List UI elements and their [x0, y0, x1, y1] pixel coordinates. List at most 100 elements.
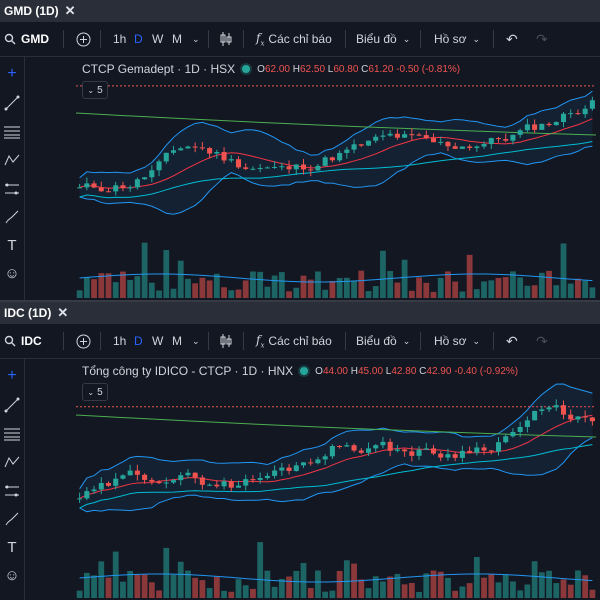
- text-icon[interactable]: T: [7, 538, 17, 556]
- indicator-count: 5: [97, 84, 103, 96]
- candle-body: [546, 407, 552, 410]
- volume-bar: [257, 271, 264, 298]
- interval-w[interactable]: W: [152, 334, 164, 348]
- interval-1h[interactable]: 1h: [113, 334, 127, 348]
- emoji-icon[interactable]: ☺: [4, 566, 20, 584]
- projection-icon[interactable]: [2, 179, 22, 199]
- volume-bar: [112, 282, 119, 298]
- volume-bar: [91, 575, 97, 598]
- price-chart: [75, 85, 597, 298]
- candle-body: [539, 123, 545, 130]
- projection-icon[interactable]: [2, 481, 22, 501]
- profile-button[interactable]: Hồ sơ ⌄: [434, 324, 480, 358]
- pattern-icon[interactable]: [2, 452, 22, 472]
- redo-icon[interactable]: ↷: [536, 332, 548, 349]
- candle-body: [524, 420, 530, 428]
- chart-area[interactable]: [33, 359, 600, 600]
- ma-mid-line: [79, 141, 593, 199]
- candle-body: [221, 481, 227, 487]
- undo-icon[interactable]: ↶: [506, 332, 518, 349]
- volume-bar: [567, 584, 574, 598]
- indicators-collapse-button[interactable]: ⌄ 5: [82, 383, 108, 401]
- fib-retracement-icon[interactable]: [2, 122, 22, 142]
- interval-d[interactable]: D: [134, 32, 143, 46]
- volume-bar: [134, 276, 141, 298]
- volume-bar: [546, 570, 552, 598]
- volume-bar: [430, 570, 437, 598]
- candle-body: [532, 410, 538, 421]
- profile-button[interactable]: Hồ sơ ⌄: [434, 22, 480, 56]
- chevron-down-icon[interactable]: ⌄: [192, 33, 200, 44]
- chevron-down-icon: ⌄: [87, 387, 95, 397]
- tab-gmd[interactable]: GMD (1D) ✕: [0, 0, 82, 22]
- close-icon[interactable]: ✕: [64, 3, 76, 18]
- volume-bar: [185, 570, 191, 598]
- indicators-collapse-button[interactable]: ⌄ 5: [82, 81, 108, 99]
- interval-m[interactable]: M: [172, 334, 182, 348]
- volume-bar: [315, 271, 321, 298]
- pattern-icon[interactable]: [2, 150, 22, 170]
- candles-button[interactable]: [218, 22, 234, 56]
- candles-button[interactable]: [218, 324, 234, 358]
- volume-bar: [423, 573, 430, 598]
- indicators-button[interactable]: fx Các chỉ báo: [256, 324, 332, 358]
- crosshair-icon[interactable]: +: [7, 367, 17, 384]
- candle-body: [589, 100, 595, 109]
- volume-bar: [264, 570, 271, 598]
- tab-label: GMD (1D): [4, 4, 59, 18]
- brush-icon[interactable]: [2, 509, 22, 529]
- crosshair-icon[interactable]: +: [7, 65, 17, 82]
- chevron-down-icon[interactable]: ⌄: [192, 335, 200, 346]
- volume-bar: [242, 585, 249, 598]
- brush-icon[interactable]: [2, 207, 22, 227]
- symbol-search[interactable]: IDC: [4, 324, 42, 358]
- volume-bar: [199, 277, 206, 298]
- tab-idc[interactable]: IDC (1D) ✕: [0, 302, 74, 324]
- emoji-icon[interactable]: ☺: [4, 264, 20, 282]
- undo-icon[interactable]: ↶: [506, 30, 518, 47]
- close-icon[interactable]: ✕: [57, 305, 69, 320]
- volume-bar: [560, 243, 567, 298]
- interval-m[interactable]: M: [172, 32, 182, 46]
- volume-ma-line: [79, 273, 593, 283]
- interval-1h[interactable]: 1h: [113, 32, 127, 46]
- divider: [345, 332, 346, 350]
- volume-bar: [278, 578, 285, 598]
- search-icon: [4, 335, 16, 347]
- symbol-search[interactable]: GMD: [4, 22, 49, 56]
- interval-w[interactable]: W: [152, 32, 164, 46]
- trend-line-icon[interactable]: [2, 93, 22, 113]
- candle-body: [394, 133, 400, 138]
- candle-body: [185, 146, 191, 149]
- candle-body: [546, 123, 552, 126]
- chart-area[interactable]: [33, 57, 600, 300]
- function-icon: fx: [256, 30, 265, 48]
- redo-icon[interactable]: ↷: [536, 30, 548, 47]
- panel-divider[interactable]: [0, 300, 600, 302]
- candle-body: [228, 481, 234, 488]
- volume-bar: [170, 288, 177, 298]
- candle-body: [329, 157, 335, 161]
- volume-bar: [271, 275, 278, 298]
- volume-bar: [250, 271, 256, 298]
- indicators-button[interactable]: fx Các chỉ báo: [256, 22, 332, 56]
- volume-bar: [394, 573, 401, 598]
- interval-d[interactable]: D: [134, 334, 143, 348]
- volume-bar: [120, 581, 126, 598]
- candle-body: [228, 159, 234, 161]
- candle-body: [163, 482, 169, 484]
- market-status-dot: [300, 367, 309, 375]
- candle-body: [409, 451, 415, 456]
- volume-bar: [235, 289, 242, 298]
- candle-body: [264, 475, 270, 479]
- add-symbol-button[interactable]: [76, 22, 91, 56]
- chart-type-button[interactable]: Biểu đồ ⌄: [356, 22, 410, 56]
- function-icon: fx: [256, 332, 265, 350]
- chart-type-button[interactable]: Biểu đồ ⌄: [356, 324, 410, 358]
- fib-retracement-icon[interactable]: [2, 424, 22, 444]
- trend-line-icon[interactable]: [2, 395, 22, 415]
- plus-circle-icon: [76, 32, 91, 46]
- candle-body: [315, 165, 321, 171]
- text-icon[interactable]: T: [7, 236, 17, 254]
- add-symbol-button[interactable]: [76, 324, 91, 358]
